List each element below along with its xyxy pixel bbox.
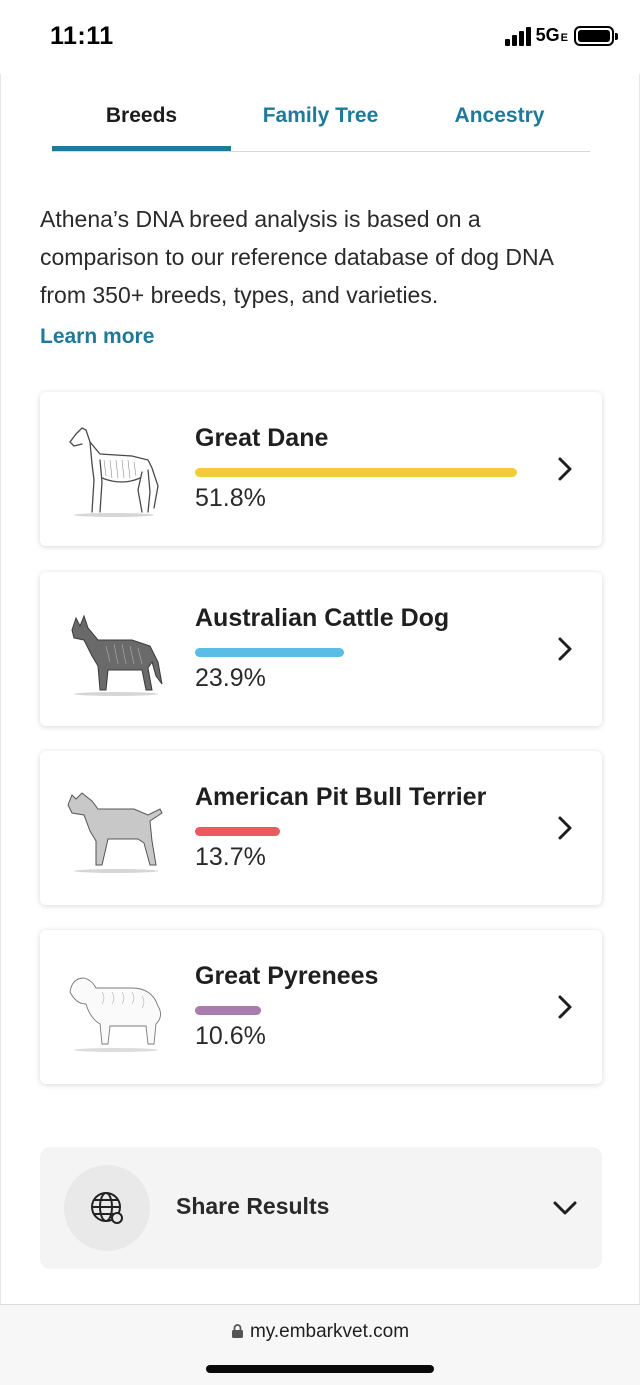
tab-breeds[interactable]: Breeds [105,104,178,127]
active-tab-indicator [52,146,231,151]
signal-icon [504,26,533,46]
breed-card-great-pyrenees[interactable]: Great Pyrenees 10.6% [40,930,602,1084]
american-pit-bull-terrier-illustration-icon [67,792,163,873]
breed-results-page: Breeds Family Tree Ancestry Athena’s DNA… [0,74,640,1304]
tab-ancestry[interactable]: Ancestry [454,104,545,127]
australian-cattle-dog-illustration-icon [71,614,163,696]
learn-more-link[interactable]: Learn more [40,325,155,348]
breed-analysis-description: Athena’s DNA breed analysis is based on … [40,206,553,308]
status-bar: 11:11 5G E [0,0,640,74]
breed-name: Great Pyrenees [195,962,379,990]
url-display: my.embarkvet.com [0,1321,640,1343]
chevron-right-icon [558,457,572,481]
great-pyrenees-illustration-icon [69,977,161,1052]
share-results-label: Share Results [176,1193,330,1219]
breed-percentage: 10.6% [195,1022,266,1050]
breed-percentage-bar [195,648,344,657]
breed-card-american-pit-bull-terrier[interactable]: American Pit Bull Terrier 13.7% [40,751,602,905]
share-icon-badge [64,1165,150,1251]
tab-family-tree[interactable]: Family Tree [262,104,379,127]
share-results-section[interactable]: Share Results [40,1147,602,1269]
breed-name: Great Dane [195,424,329,452]
chevron-right-icon [558,995,572,1019]
breed-percentage: 51.8% [195,484,266,512]
breed-percentage: 13.7% [195,843,266,871]
breed-percentage: 23.9% [195,664,266,692]
lock-icon [231,1324,243,1338]
globe-icon [91,1192,123,1224]
network-type: 5G [535,25,560,45]
home-indicator[interactable] [206,1365,434,1373]
chevron-right-icon [558,816,572,840]
breed-card-australian-cattle-dog[interactable]: Australian Cattle Dog 23.9% [40,572,602,726]
breed-name: American Pit Bull Terrier [195,783,487,811]
breed-card-great-dane[interactable]: Great Dane 51.8% [40,392,602,546]
status-time: 11:11 [50,22,114,50]
breed-percentage-bar [195,1006,261,1015]
browser-address-bar[interactable]: my.embarkvet.com [0,1304,640,1385]
breed-percentage-bar [195,468,517,477]
great-dane-illustration-icon [69,427,159,517]
url-text: my.embarkvet.com [249,1321,410,1342]
chevron-down-icon [553,1201,577,1215]
status-indicators: 5G E [504,25,618,46]
result-tabs: Breeds Family Tree Ancestry [52,74,590,152]
battery-icon [574,25,618,46]
breed-name: Australian Cattle Dog [195,604,450,632]
chevron-right-icon [558,637,572,661]
network-subtype: E [560,32,568,44]
breed-percentage-bar [195,827,280,836]
